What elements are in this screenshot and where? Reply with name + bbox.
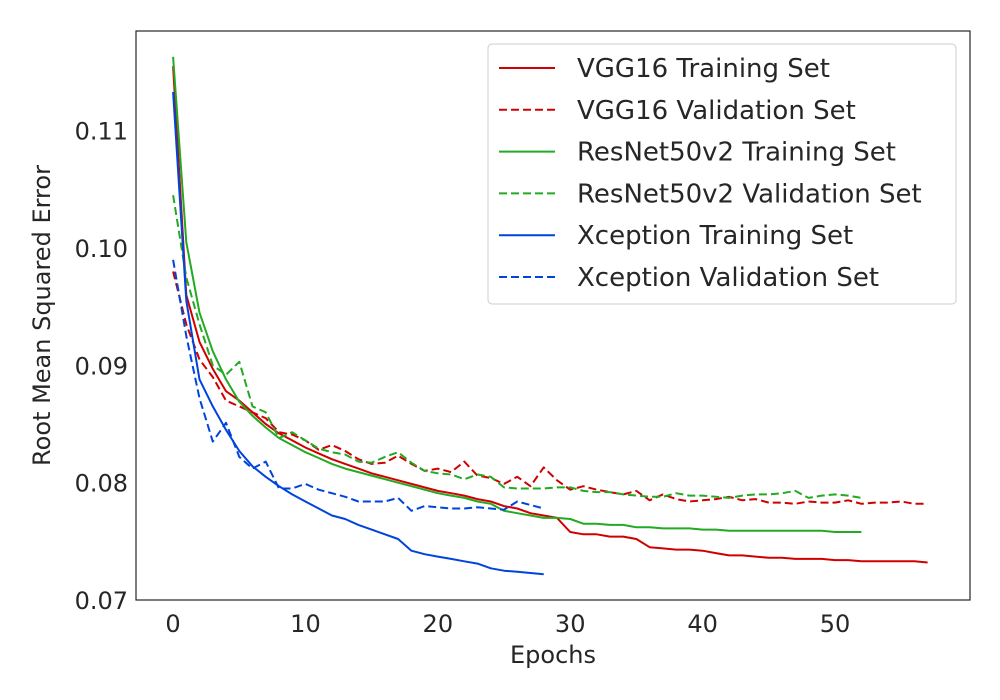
series-line-resnet50v2-training-set: [172, 56, 862, 533]
x-tick-label: 0: [165, 610, 180, 638]
legend: VGG16 Training Set VGG16 Validation Set Re…: [487, 43, 957, 305]
x-axis-label: Epochs: [510, 641, 596, 669]
y-axis-label: Root Mean Squared Error: [28, 165, 56, 466]
legend-label-vgg16-validation-set: VGG16 Validation Set: [577, 96, 856, 126]
series-line-xception-validation-set: [172, 259, 544, 512]
x-tick-label: 40: [687, 610, 718, 638]
y-tick-label: 0.09: [75, 352, 128, 380]
legend-frame: [487, 43, 957, 305]
series-line-vgg16-training-set: [172, 66, 928, 564]
legend-label-resnet50v2-validation-set: ResNet50v2 Validation Set: [577, 179, 922, 209]
x-tick-label: 10: [290, 610, 321, 638]
y-tick-label: 0.10: [75, 235, 128, 263]
axes-layer: 0 10 20 30 40 50 0.07 0.08 0.09 0.10 0.11: [75, 118, 851, 638]
legend-label-vgg16-training-set: VGG16 Training Set: [577, 54, 830, 84]
series-line-vgg16-validation-set: [172, 271, 928, 505]
y-tick-label: 0.08: [75, 470, 128, 498]
legend-label-xception-training-set: Xception Training Set: [577, 221, 853, 251]
x-tick-label: 20: [423, 610, 454, 638]
legend-label-xception-validation-set: Xception Validation Set: [577, 263, 879, 293]
legend-label-resnet50v2-training-set: ResNet50v2 Training Set: [577, 138, 896, 168]
series-layer: [172, 56, 928, 576]
x-tick-label: 30: [555, 610, 586, 638]
x-tick-label: 50: [820, 610, 851, 638]
y-tick-label: 0.11: [75, 118, 128, 146]
y-tick-label: 0.07: [75, 587, 128, 615]
